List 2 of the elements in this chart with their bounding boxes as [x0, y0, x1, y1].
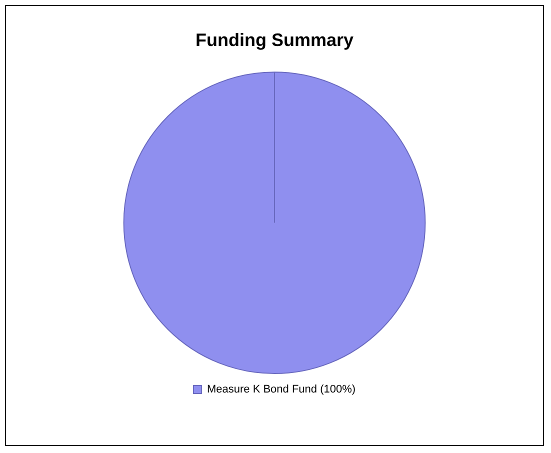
legend-label: Measure K Bond Fund (100%) — [206, 384, 356, 396]
chart-title: Funding Summary — [195, 30, 354, 50]
